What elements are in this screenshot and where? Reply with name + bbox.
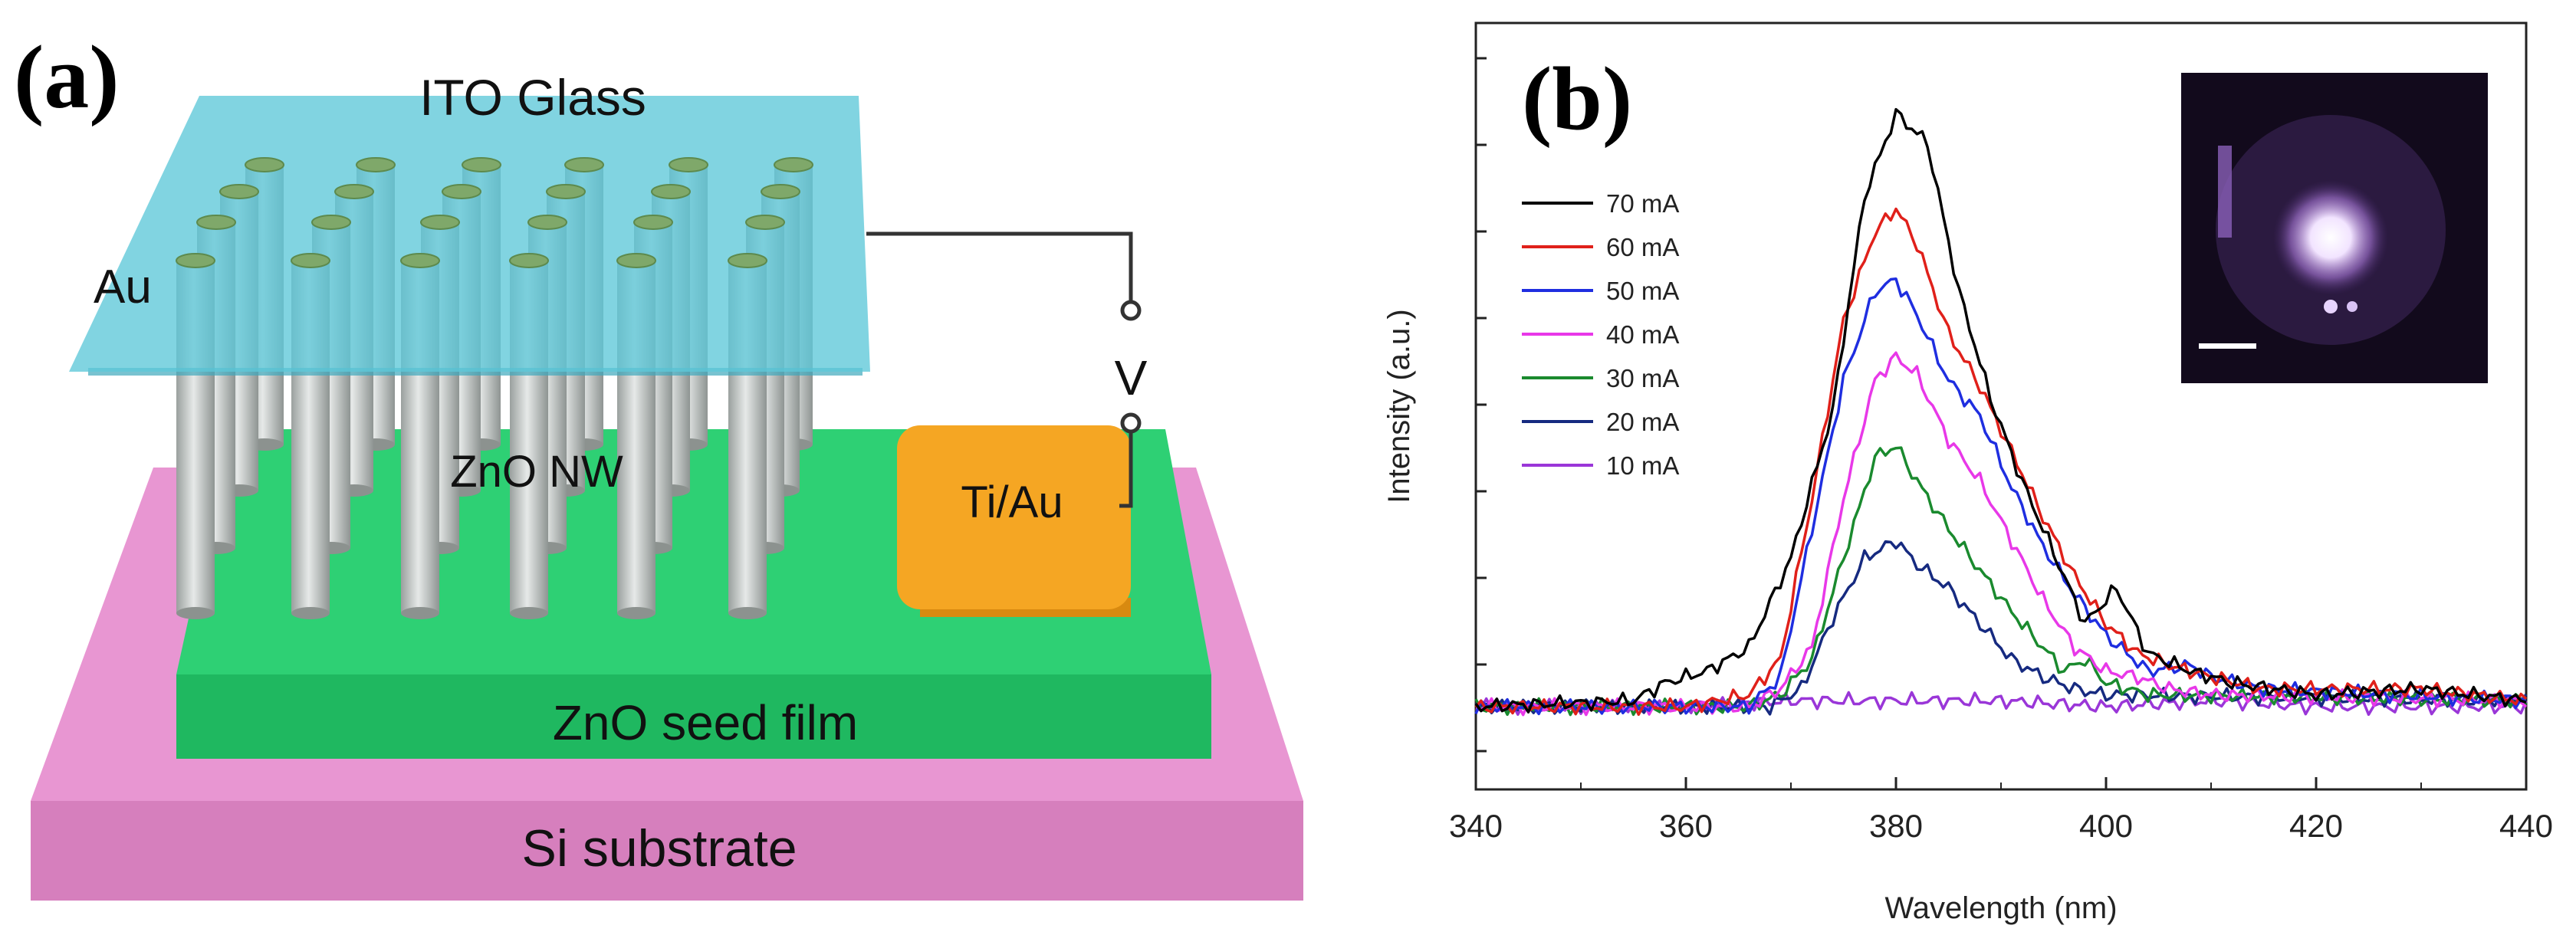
- circuit: [866, 231, 1142, 508]
- au-cap: [442, 184, 481, 199]
- au-cap: [546, 184, 586, 199]
- au-cap: [616, 253, 656, 268]
- legend-label: 50 mA: [1606, 277, 1679, 305]
- legend-label: 30 mA: [1606, 364, 1679, 392]
- legend-item: 10 mA: [1522, 451, 1679, 480]
- legend-label: 20 mA: [1606, 408, 1679, 436]
- x-tick-label: 360: [1659, 808, 1713, 844]
- inset-emission-photo: [2181, 73, 2488, 383]
- legend-label: 60 mA: [1606, 233, 1679, 261]
- au-cap: [633, 215, 673, 230]
- x-axis-title: Wavelength (nm): [1884, 891, 2117, 925]
- au-cap: [245, 157, 284, 172]
- ito-glass-label: ITO Glass: [419, 69, 646, 126]
- au-cap: [291, 253, 330, 268]
- x-tick-label: 440: [2499, 808, 2553, 844]
- series-lines: [1474, 107, 2528, 717]
- au-cap: [774, 157, 813, 172]
- ti-au-contact: Ti/Au: [897, 425, 1131, 617]
- legend-item: 70 mA: [1522, 189, 1679, 218]
- au-cap: [311, 215, 351, 230]
- scale-bar: [2199, 343, 2256, 349]
- y-axis: [1476, 57, 1487, 753]
- legend: 70 mA 60 mA 50 mA 40 mA 30 mA 20 mA 10 mA: [1522, 189, 1679, 480]
- au-cap: [196, 215, 236, 230]
- series-line: [1474, 207, 2528, 717]
- x-tick-label: 420: [2289, 808, 2343, 844]
- au-cap: [509, 253, 549, 268]
- series-line: [1475, 351, 2528, 717]
- nanowire-caps: [176, 157, 813, 268]
- au-cap: [219, 184, 259, 199]
- au-cap: [669, 157, 708, 172]
- au-cap: [728, 253, 767, 268]
- au-cap: [527, 215, 567, 230]
- x-tick-label: 340: [1449, 808, 1503, 844]
- x-tick-label: 380: [1869, 808, 1923, 844]
- au-cap: [400, 253, 440, 268]
- legend-item: 20 mA: [1522, 408, 1679, 436]
- legend-item: 40 mA: [1522, 320, 1679, 349]
- zno-nw-label: ZnO NW: [450, 447, 623, 497]
- au-cap: [761, 184, 800, 199]
- au-cap: [564, 157, 604, 172]
- au-cap: [462, 157, 501, 172]
- si-substrate-label: Si substrate: [521, 819, 797, 878]
- series-line: [1474, 277, 2527, 716]
- series-line: [1474, 446, 2528, 717]
- au-cap: [420, 215, 460, 230]
- x-tick-label: 400: [2079, 808, 2133, 844]
- panel-a-label: (a): [14, 27, 120, 127]
- legend-label: 10 mA: [1606, 451, 1679, 480]
- seed-film-label: ZnO seed film: [553, 695, 858, 750]
- au-cap: [356, 157, 396, 172]
- x-axis: 340 360 380 400 420 440: [1449, 777, 2553, 844]
- au-label: Au: [94, 261, 152, 313]
- panel-b: (b) 340 360 380 400 420 440 Wavelength (nm) I…: [1382, 21, 2553, 925]
- legend-label: 70 mA: [1606, 189, 1679, 218]
- legend-item: 50 mA: [1522, 277, 1679, 305]
- au-cap: [334, 184, 374, 199]
- legend-label: 40 mA: [1606, 320, 1679, 349]
- voltage-label: V: [1115, 350, 1148, 405]
- au-cap: [651, 184, 691, 199]
- panel-a: (a) Si substrate ZnO seed film Ti/Au ZnO…: [14, 27, 1303, 901]
- legend-item: 30 mA: [1522, 364, 1679, 392]
- legend-item: 60 mA: [1522, 233, 1679, 261]
- series-line: [1474, 107, 2527, 714]
- y-axis-title: Intensity (a.u.): [1382, 309, 1416, 503]
- au-cap: [745, 215, 785, 230]
- au-cap: [176, 253, 215, 268]
- panel-b-label: (b): [1522, 48, 1632, 149]
- ti-au-label: Ti/Au: [961, 477, 1063, 527]
